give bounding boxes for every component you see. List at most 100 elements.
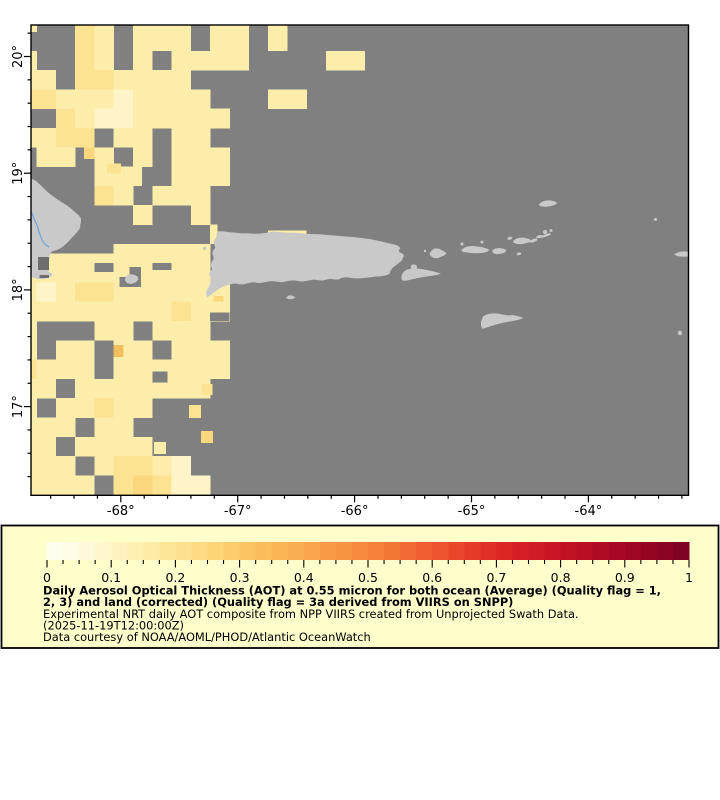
aot-cell (326, 50, 346, 71)
aot-cell (31, 456, 37, 476)
island-vg-cay-1 (543, 230, 547, 234)
aot-cell (75, 282, 95, 302)
aot-cell (94, 398, 114, 418)
colorbar-block (672, 542, 690, 560)
land-no-data-patch (39, 275, 49, 278)
colorbar-tick-label: 0.6 (422, 570, 442, 585)
aot-cell (133, 340, 153, 360)
aot-cell (190, 359, 211, 380)
island-sombrero (654, 218, 657, 221)
aot-cell (75, 31, 95, 52)
aot-data-cells (31, 25, 365, 495)
colorbar-block (656, 542, 674, 560)
aot-cell (113, 185, 134, 206)
aot-cell (75, 70, 95, 90)
colorbar-block (287, 542, 305, 560)
colorbar-block (624, 542, 642, 560)
no-data-patch (152, 371, 168, 383)
colorbar-block (127, 542, 144, 560)
longitude-label: -68° (107, 504, 135, 519)
legend-caption-line-3: Experimental NRT daily AOT composite fro… (43, 607, 579, 621)
aot-cell (94, 185, 114, 206)
aot-cell (133, 359, 153, 380)
colorbar-ticks (46, 560, 690, 568)
aot-cell (152, 70, 172, 90)
aot-cell (113, 243, 134, 264)
aot-cell (210, 31, 230, 52)
island-jost-van-dyke (507, 236, 513, 240)
aot-cell (268, 31, 288, 52)
aot-cell (152, 475, 172, 495)
aot-cell (94, 282, 114, 302)
aot-cell (55, 147, 76, 167)
colorbar-block (432, 542, 449, 560)
aot-cell (31, 475, 37, 495)
aot-cell (171, 321, 192, 341)
aot-cell (31, 321, 37, 341)
colorbar-block (255, 542, 272, 560)
aot-cell (94, 436, 114, 457)
aot-cell (171, 50, 192, 71)
aot-cell (75, 108, 95, 129)
aot-cell (55, 475, 76, 495)
land-no-data-marks (38, 257, 49, 278)
aot-cell (133, 70, 153, 90)
map-frame (30, 24, 690, 496)
aot-cell (75, 128, 95, 148)
aot-cell (210, 166, 230, 187)
aot-cell (133, 147, 153, 167)
longitude-label: -64° (575, 504, 603, 519)
aot-cell (55, 108, 76, 129)
aot-cell (133, 31, 153, 52)
aot-cell (210, 108, 230, 129)
aot-cell (152, 456, 172, 476)
aot-cell (36, 475, 57, 495)
aot-cell (55, 89, 76, 109)
island-desecheo (202, 246, 207, 251)
colorbar-block (335, 542, 353, 560)
aot-cell (94, 417, 114, 438)
aot-cell (31, 70, 37, 90)
aot-cell (31, 128, 37, 148)
colorbar-block (480, 542, 497, 560)
colorbar-block (368, 542, 385, 560)
aot-cell (31, 417, 37, 438)
island-ceiba-islet (410, 264, 417, 271)
colorbar-block (111, 542, 128, 560)
aot-cell-patch (46, 253, 114, 264)
aot-cell (113, 398, 134, 418)
aot-cell (171, 147, 192, 167)
aot-cell (133, 128, 153, 148)
aot-cell (210, 359, 230, 380)
aot-cell (133, 50, 153, 71)
aot-cell (31, 398, 37, 418)
colorbar-block (592, 542, 610, 560)
aot-cell (94, 31, 114, 52)
aot-cell (113, 417, 134, 438)
colorbar-tick-label: 0.9 (615, 570, 635, 585)
aot-cell (133, 243, 153, 264)
legend-caption: Daily Aerosol Optical Thickness (AOT) at… (43, 584, 661, 645)
aot-cell (94, 321, 114, 341)
aot-cell (113, 108, 134, 129)
aot-cell (36, 128, 57, 148)
aot-cell (210, 25, 230, 32)
aot-cell (113, 89, 134, 109)
colorbar-block (560, 542, 577, 560)
aot-cell (171, 31, 192, 52)
aot-cell (94, 50, 114, 71)
aot-cell (36, 436, 57, 457)
aot-cell (55, 359, 76, 380)
legend-caption-line-4: (2025-11-19T12:00:00Z) (43, 619, 184, 633)
aot-cell (55, 417, 76, 438)
island-anguilla (674, 251, 688, 257)
latitude-labels: 20° 19° 18° 17° (11, 45, 26, 418)
colorbar-block (576, 542, 593, 560)
aot-cell (345, 50, 365, 71)
aot-cell (152, 25, 172, 32)
aot-cell (55, 398, 76, 418)
aot-cell (94, 89, 114, 109)
island-st-croix (481, 313, 524, 329)
